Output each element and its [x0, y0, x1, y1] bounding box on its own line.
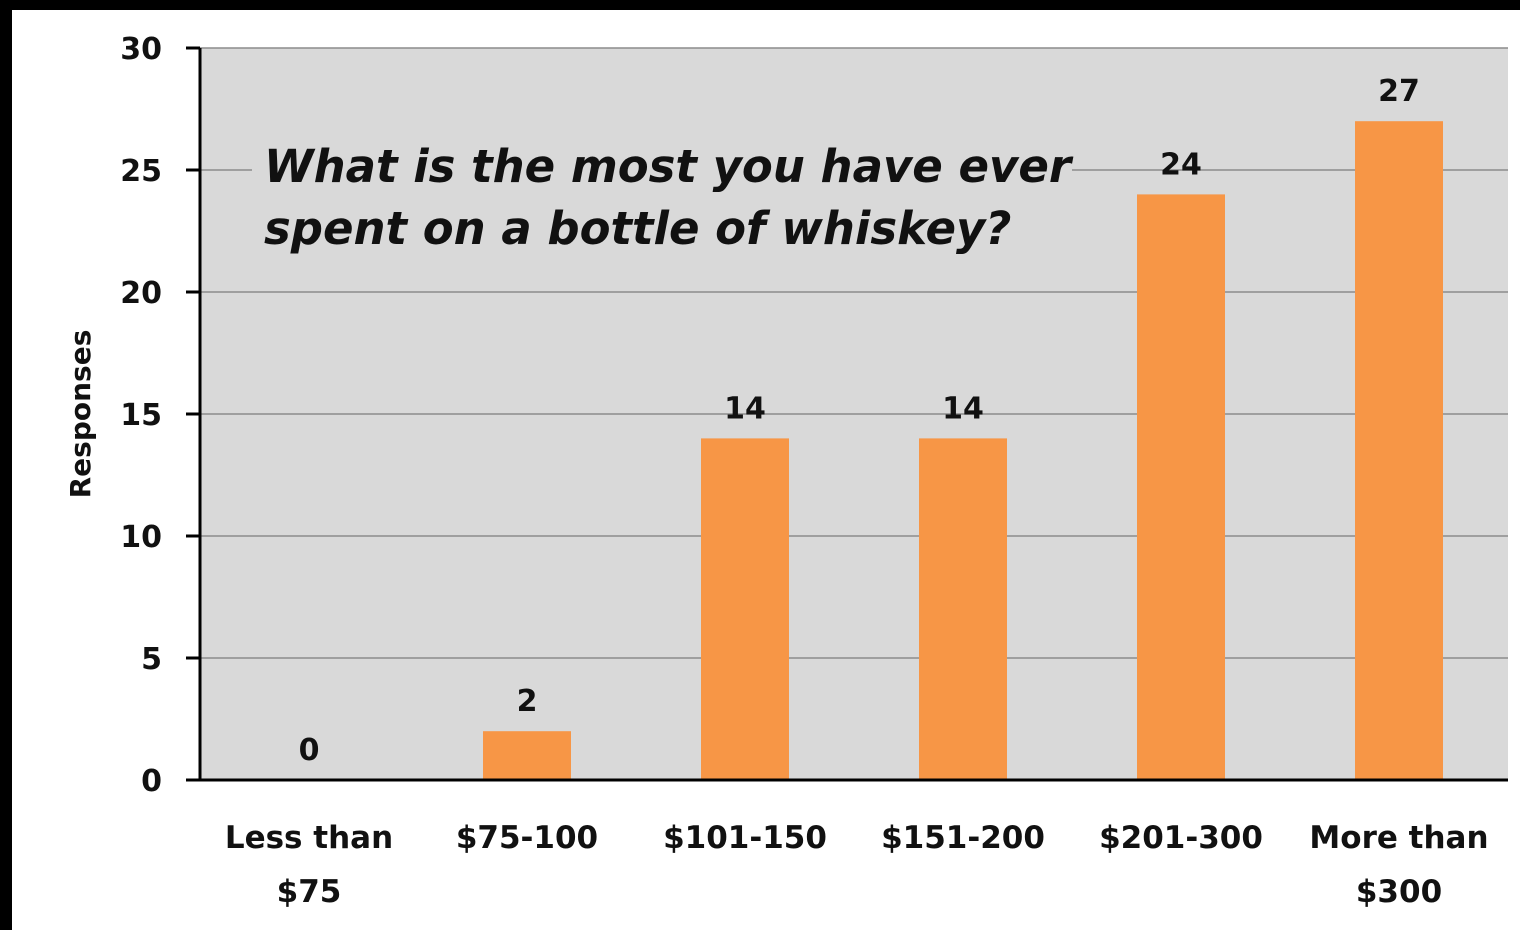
x-tick-label: $201-300 [1099, 820, 1263, 856]
x-tick-label: $151-200 [881, 820, 1045, 856]
title-background [252, 128, 1072, 268]
bar [919, 438, 1007, 780]
y-tick-label: 25 [120, 154, 162, 189]
x-tick-label: $75-100 [456, 820, 598, 856]
chart-frame: 0 5 10 15 20 25 30 0 Less than $75 2 $75-100 14 $101-… [12, 10, 1520, 930]
x-tick-label: $75 [277, 874, 342, 910]
bar [483, 731, 571, 780]
x-tick-label: Less than [225, 820, 393, 856]
y-tick-label: 10 [120, 520, 162, 555]
data-label: 14 [942, 391, 984, 426]
data-label: 24 [1160, 147, 1202, 182]
chart-title-line: What is the most you have ever [264, 140, 1074, 193]
data-label: 14 [724, 391, 766, 426]
axes [186, 46, 1508, 782]
bar [1137, 194, 1225, 780]
y-tick-label: 30 [120, 32, 162, 67]
y-axis-title: Responses [64, 330, 97, 499]
labels: 0 5 10 15 20 25 30 0 Less than $75 2 $75-100 14 $101-… [64, 32, 1489, 910]
bars [483, 121, 1443, 780]
data-label: 27 [1378, 74, 1420, 109]
y-tick-label: 0 [141, 764, 162, 799]
y-tick-label: 15 [120, 398, 162, 433]
bar [701, 438, 789, 780]
data-label: 0 [299, 733, 320, 768]
bar-chart: 0 5 10 15 20 25 30 0 Less than $75 2 $75-100 14 $101-… [64, 32, 1508, 910]
chart-title-line: spent on a bottle of whiskey? [264, 202, 1011, 255]
y-tick-label: 5 [141, 642, 162, 677]
data-label: 2 [517, 684, 538, 719]
x-tick-label: $300 [1356, 874, 1442, 910]
x-tick-label: $101-150 [663, 820, 827, 856]
x-tick-label: More than [1309, 820, 1488, 856]
y-tick-label: 20 [120, 276, 162, 311]
chart-title: What is the most you have ever spent on a… [252, 128, 1074, 268]
gridlines [200, 47, 1508, 659]
bar [1355, 121, 1443, 780]
